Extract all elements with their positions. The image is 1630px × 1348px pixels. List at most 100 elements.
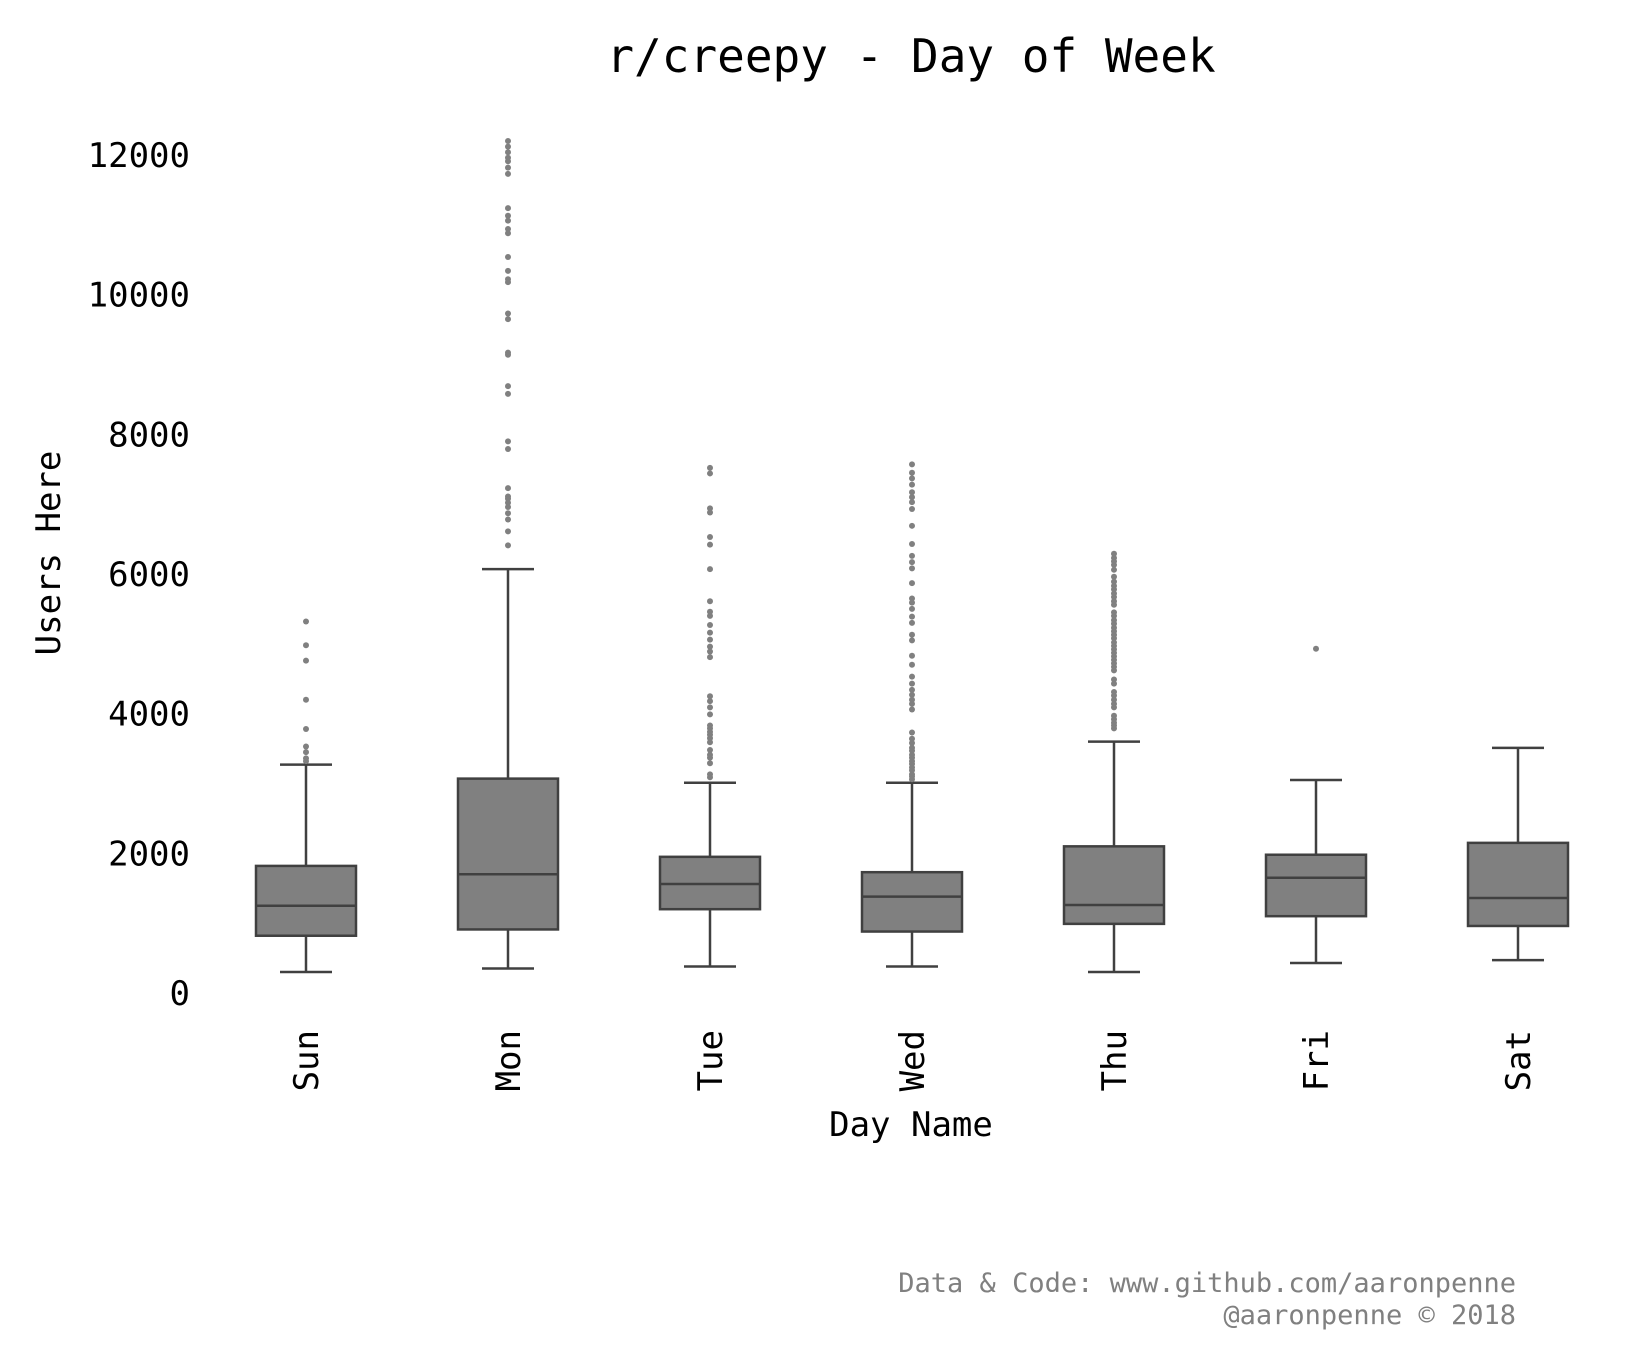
outlier-point (909, 580, 915, 587)
outlier-point (505, 493, 511, 500)
outlier-point (505, 445, 511, 452)
outlier-point (505, 542, 511, 549)
outlier-point (1111, 590, 1117, 597)
x-tick-label: Fri (1297, 1030, 1337, 1091)
outlier-point (303, 726, 309, 733)
x-tick-label: Wed (893, 1030, 933, 1091)
outlier-point (707, 612, 713, 619)
outlier-point (1111, 617, 1117, 624)
outlier-point (909, 735, 915, 742)
y-tick-label: 6000 (108, 555, 190, 595)
outlier-point (707, 505, 713, 512)
outlier-point (505, 349, 511, 356)
outlier-point (1111, 680, 1117, 687)
outlier-point (505, 149, 511, 156)
outlier-point (909, 691, 915, 698)
outlier-point (505, 143, 511, 150)
outlier-point (909, 506, 915, 513)
outlier-point (909, 552, 915, 559)
y-tick-label: 4000 (108, 695, 190, 735)
outlier-point (303, 657, 309, 664)
outlier-point (505, 503, 511, 510)
outlier-point (1111, 582, 1117, 589)
outlier-point (909, 619, 915, 626)
y-tick-label: 8000 (108, 415, 190, 455)
outlier-point (707, 470, 713, 477)
outlier-point (505, 230, 511, 237)
outlier-point (303, 696, 309, 703)
outlier-point (707, 746, 713, 753)
outlier-point (909, 751, 915, 758)
x-axis: Sun Mon Tue Wed Thu Fri Sat (287, 1030, 1539, 1091)
outlier-point (505, 164, 511, 171)
outlier-point (505, 485, 511, 492)
iqr-box (456, 777, 560, 931)
outlier-point (909, 540, 915, 547)
outlier-point (909, 652, 915, 659)
outlier-point (909, 481, 915, 488)
outlier-point (303, 749, 309, 756)
x-tick-label: Thu (1095, 1030, 1135, 1091)
outlier-point (1111, 700, 1117, 707)
outlier-point (707, 636, 713, 643)
outlier-point (505, 170, 511, 177)
outlier-point (505, 528, 511, 535)
outlier-point (707, 598, 713, 605)
outlier-point (505, 226, 511, 233)
outlier-point (707, 771, 713, 778)
outlier-point (1111, 566, 1117, 573)
outlier-point (909, 494, 915, 501)
outlier-point (1111, 676, 1117, 683)
outlier-point (707, 711, 713, 718)
outlier-point (303, 743, 309, 750)
box-sun (254, 618, 358, 974)
outlier-point (909, 522, 915, 529)
outlier-point (909, 565, 915, 572)
outlier-point (1111, 712, 1117, 719)
outlier-point (1111, 578, 1117, 585)
y-axis: 0 2000 4000 6000 8000 10000 12000 (88, 136, 190, 1014)
iqr-box (1062, 845, 1166, 926)
outlier-point (909, 559, 915, 566)
outlier-point (909, 771, 915, 778)
outlier-point (505, 276, 511, 283)
outlier-point (1111, 696, 1117, 703)
outlier-point (505, 138, 511, 145)
y-tick-label: 0 (170, 974, 190, 1014)
outlier-point (1111, 550, 1117, 557)
x-tick-label: Tue (691, 1030, 731, 1091)
outlier-point (1111, 689, 1117, 696)
outlier-point (505, 217, 511, 224)
outlier-point (505, 390, 511, 397)
outlier-point (909, 461, 915, 468)
outlier-point (1111, 624, 1117, 631)
outlier-point (909, 680, 915, 687)
outlier-point (909, 599, 915, 606)
outlier-point (909, 489, 915, 496)
outlier-point (707, 698, 713, 705)
iqr-box (1264, 853, 1368, 918)
outlier-point (707, 693, 713, 700)
outlier-point (1111, 554, 1117, 561)
outlier-point (505, 438, 511, 445)
outlier-point (909, 595, 915, 602)
outlier-point (707, 621, 713, 628)
outlier-point (909, 744, 915, 751)
outlier-point (505, 267, 511, 274)
outlier-point (909, 700, 915, 707)
outlier-point (707, 704, 713, 711)
outlier-point (909, 686, 915, 693)
outlier-point (1313, 645, 1319, 652)
outlier-point (707, 541, 713, 548)
outlier-point (707, 722, 713, 729)
outlier-point (909, 613, 915, 620)
outlier-point (909, 499, 915, 506)
x-axis-label: Day Name (829, 1105, 993, 1145)
outlier-point (707, 751, 713, 758)
outlier-point (909, 631, 915, 638)
outlier-point (303, 618, 309, 625)
outlier-point (303, 642, 309, 649)
outlier-point (1111, 598, 1117, 605)
y-axis-label: Users Here (29, 451, 69, 656)
y-tick-label: 2000 (108, 834, 190, 874)
